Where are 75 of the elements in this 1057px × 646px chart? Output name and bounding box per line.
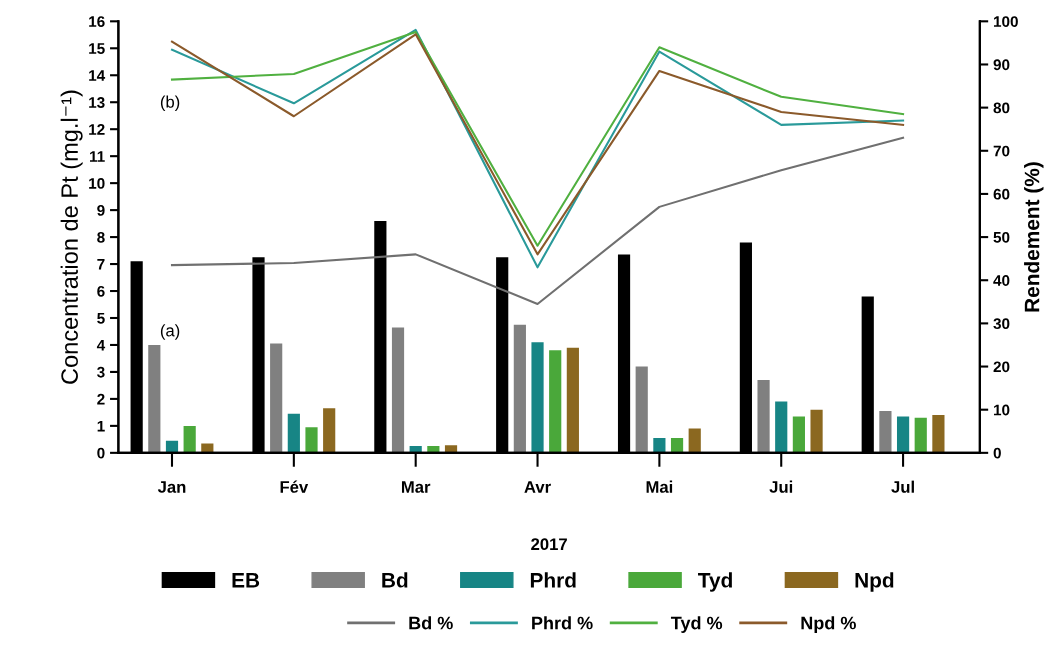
- y-tick-label: 15: [89, 43, 105, 54]
- y-tick-label: 8: [97, 231, 105, 243]
- x-tick-label: Fév: [280, 480, 309, 493]
- x-tick-label: Jan: [157, 481, 186, 493]
- legend-label: Bd: [382, 572, 408, 588]
- bar: [932, 415, 945, 453]
- y-tick-label: 10: [89, 178, 105, 189]
- legend-label: Tyd %: [670, 616, 723, 633]
- y2-axis-title: Rendement (%): [1024, 162, 1044, 312]
- bar: [531, 342, 544, 453]
- bar: [896, 416, 910, 453]
- y-tick-label: 12: [89, 124, 105, 135]
- bar: [792, 416, 805, 453]
- x-tick-label: Jul: [891, 480, 914, 493]
- bar: [391, 327, 405, 453]
- annotation: (b): [160, 95, 180, 112]
- y-tick-label: 6: [97, 285, 105, 297]
- legend-label: Bd %: [409, 616, 453, 630]
- bar: [287, 413, 300, 453]
- bar: [444, 445, 458, 453]
- bar: [670, 438, 684, 453]
- bar: [148, 344, 161, 453]
- y-tick-label: 3: [97, 366, 105, 378]
- y-tick-label: 1: [97, 420, 105, 432]
- legend-label: Npd: [855, 572, 894, 592]
- legend-label: Phrd: [530, 572, 576, 588]
- x-axis-title: 2017: [531, 538, 567, 551]
- y2-tick-label: 90: [993, 59, 1010, 71]
- y2-tick-label: 70: [993, 145, 1010, 157]
- y2-tick-label: 10: [994, 404, 1010, 416]
- x-tick-label: Mar: [401, 481, 431, 493]
- x-tick-label: Mai: [646, 480, 673, 493]
- y-tick-label: 2: [97, 393, 105, 405]
- bar: [323, 408, 336, 453]
- y2-tick-label: 0: [993, 447, 1001, 459]
- bar: [775, 401, 788, 453]
- y-tick-label: 13: [89, 97, 105, 108]
- line-series: [170, 136, 905, 306]
- annotation: (a): [160, 324, 180, 340]
- y-tick-label: 4: [96, 339, 106, 351]
- bar: [549, 350, 562, 453]
- x-tick-label: Jui: [769, 480, 793, 493]
- y2-tick-label: 20: [993, 361, 1010, 373]
- bar: [201, 443, 214, 453]
- bar: [757, 380, 770, 453]
- bar: [688, 428, 701, 453]
- y-tick-label: 7: [97, 259, 105, 270]
- bar: [305, 427, 318, 453]
- y2-tick-label: 60: [993, 188, 1010, 200]
- bar: [810, 409, 823, 453]
- legend-label: Phrd %: [532, 616, 593, 630]
- y-tick-label: 11: [90, 151, 105, 162]
- y-tick-label: 16: [89, 16, 105, 27]
- y2-tick-label: 100: [994, 16, 1018, 27]
- y2-tick-label: 80: [993, 102, 1010, 114]
- bar: [183, 425, 196, 453]
- y2-tick-label: 50: [993, 231, 1010, 243]
- y-tick-label: 0: [97, 447, 105, 459]
- y-tick-label: 14: [89, 70, 106, 81]
- y-axis-title: Concentration de Pt (mg.l⁻¹): [60, 90, 83, 384]
- bar: [513, 324, 526, 453]
- y2-tick-label: 30: [993, 318, 1010, 330]
- y2-tick-label: 40: [993, 275, 1010, 286]
- bar: [566, 347, 579, 453]
- legend-label: EB: [232, 573, 260, 588]
- y-tick-label: 9: [97, 204, 105, 216]
- bar: [270, 343, 283, 453]
- bar: [653, 438, 666, 453]
- legend-label: Tyd: [698, 572, 732, 592]
- x-tick-label: Avr: [524, 481, 551, 493]
- y-tick-label: 5: [97, 313, 105, 324]
- bar: [635, 366, 648, 453]
- legend-label: Npd %: [801, 616, 856, 633]
- bar: [879, 411, 892, 453]
- bar: [914, 417, 927, 453]
